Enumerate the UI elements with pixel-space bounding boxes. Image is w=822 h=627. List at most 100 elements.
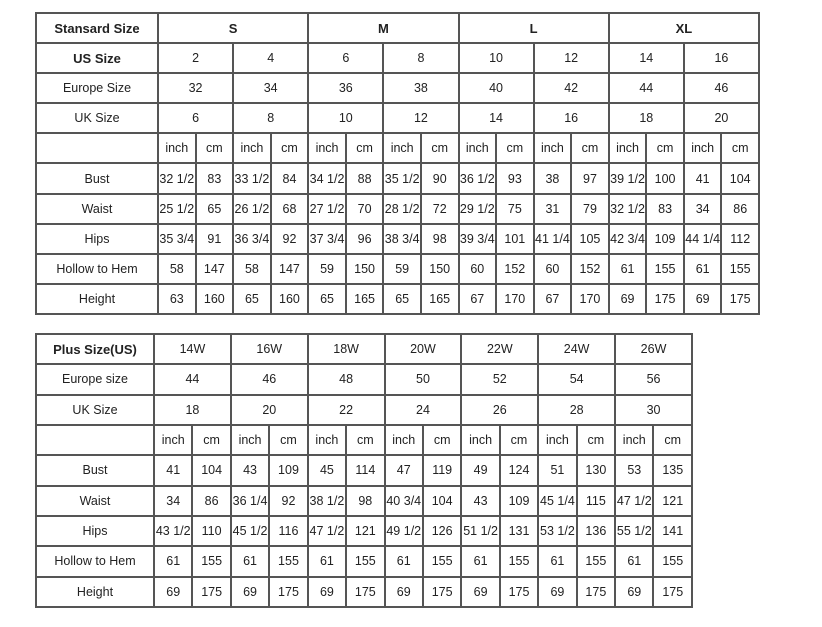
europe-size-cell: 54	[537, 363, 617, 396]
cm-value: 175	[345, 575, 386, 609]
cm-value: 68	[269, 192, 310, 225]
measurement-row: Bust 41 104 43 109 45 114 47 119 49 124 51 130 53 135	[35, 454, 693, 487]
europe-size-cell: 40	[457, 72, 535, 105]
inch-value: 65	[382, 282, 422, 316]
uk-size-label: UK Size	[35, 102, 159, 135]
us-size-cell: 4	[232, 42, 310, 75]
europe-size-cell: 48	[306, 363, 386, 396]
measurement-row: Hips 43 1/2 110 45 1/2 116 47 1/2 121 49 1/2 126…	[35, 514, 693, 548]
inch-value: 69	[460, 575, 501, 609]
inch-value: 61	[537, 545, 578, 578]
unit-inch: inch	[532, 132, 573, 165]
europe-size-cell: 44	[607, 72, 685, 105]
cm-value: 130	[575, 454, 617, 487]
cm-value: 86	[191, 484, 232, 517]
unit-inch: inch	[157, 132, 197, 165]
cm-value: 98	[345, 484, 386, 517]
measurement-label: Waist	[35, 484, 155, 517]
uk-size-cell: 24	[383, 393, 463, 426]
measurement-row: Hollow to Hem 61 155 61 155 61 155 61 155 61 155 61…	[35, 545, 693, 578]
inch-value: 36 1/2	[457, 162, 498, 195]
cm-value: 147	[269, 252, 310, 285]
cm-value: 104	[191, 454, 232, 487]
cm-value: 116	[268, 514, 309, 548]
measurement-label: Hips	[35, 514, 155, 548]
cm-value: 175	[191, 575, 232, 609]
unit-cm: cm	[498, 423, 540, 457]
cm-value: 147	[194, 252, 235, 285]
uk-size-cell: 12	[382, 102, 460, 135]
uk-size-row: UK Size 18 20 22 24 26 28 30	[35, 393, 693, 426]
inch-value: 43	[460, 484, 501, 517]
unit-inch: inch	[306, 423, 348, 457]
us-size-cell: 16	[682, 42, 761, 75]
inch-value: 69	[306, 575, 348, 609]
inch-value: 61	[614, 545, 655, 578]
cm-value: 170	[570, 282, 610, 316]
cm-value: 121	[652, 484, 693, 517]
cm-value: 90	[419, 162, 460, 195]
cm-value: 101	[495, 222, 535, 255]
inch-value: 29 1/2	[457, 192, 498, 225]
inch-value: 40 3/4	[383, 484, 424, 517]
inch-value: 67	[457, 282, 498, 316]
uk-size-cell: 16	[532, 102, 610, 135]
inch-value: 69	[383, 575, 424, 609]
europe-size-cell: 42	[532, 72, 610, 105]
cm-value: 175	[652, 575, 693, 609]
europe-size-cell: 52	[460, 363, 540, 396]
uk-size-cell: 18	[153, 393, 232, 426]
measurement-row: Height 69 175 69 175 69 175 69 175 69 175 69 175 69 17…	[35, 575, 693, 609]
measurement-row: Waist 34 86 36 1/4 92 38 1/2 98 40 3/4 104 43 109 4…	[35, 484, 693, 517]
inch-value: 44 1/4	[682, 222, 723, 255]
cm-value: 96	[344, 222, 385, 255]
cm-value: 109	[268, 454, 309, 487]
cm-value: 175	[498, 575, 540, 609]
unit-cm: cm	[421, 423, 463, 457]
inch-value: 38 3/4	[382, 222, 422, 255]
measurement-label: Waist	[35, 192, 159, 225]
cm-value: 124	[498, 454, 540, 487]
cm-value: 155	[652, 545, 693, 578]
cm-value: 84	[269, 162, 310, 195]
inch-value: 32 1/2	[157, 162, 197, 195]
inch-value: 61	[306, 545, 348, 578]
inch-value: 42 3/4	[607, 222, 648, 255]
inch-value: 37 3/4	[307, 222, 347, 255]
us-size-cell: 14W	[153, 332, 232, 366]
cm-value: 131	[498, 514, 540, 548]
cm-value: 98	[419, 222, 460, 255]
empty-cell	[35, 423, 155, 457]
cm-value: 105	[570, 222, 610, 255]
unit-inch: inch	[460, 423, 501, 457]
unit-inch: inch	[383, 423, 424, 457]
cm-value: 91	[194, 222, 235, 255]
inch-value: 65	[307, 282, 347, 316]
inch-value: 39 3/4	[457, 222, 498, 255]
us-size-cell: 12	[532, 42, 610, 75]
cm-value: 141	[652, 514, 693, 548]
inch-value: 45 1/2	[229, 514, 271, 548]
cm-value: 155	[345, 545, 386, 578]
inch-value: 61	[682, 252, 723, 285]
unit-cm: cm	[344, 132, 385, 165]
inch-value: 47	[383, 454, 424, 487]
cm-value: 175	[645, 282, 685, 316]
cm-value: 109	[498, 484, 540, 517]
unit-cm: cm	[419, 132, 460, 165]
us-size-cell: 18W	[306, 332, 386, 366]
europe-size-cell: 44	[153, 363, 232, 396]
unit-cm: cm	[269, 132, 310, 165]
inch-value: 41 1/4	[532, 222, 573, 255]
us-size-cell: 10	[457, 42, 535, 75]
unit-inch: inch	[682, 132, 723, 165]
inch-value: 27 1/2	[307, 192, 347, 225]
cm-value: 150	[419, 252, 460, 285]
inch-value: 33 1/2	[232, 162, 272, 195]
unit-cm: cm	[575, 423, 617, 457]
measurement-label: Hollow to Hem	[35, 545, 155, 578]
measurement-label: Bust	[35, 454, 155, 487]
europe-size-label: Europe Size	[35, 72, 159, 105]
inch-value: 53 1/2	[537, 514, 578, 548]
cm-value: 92	[269, 222, 310, 255]
